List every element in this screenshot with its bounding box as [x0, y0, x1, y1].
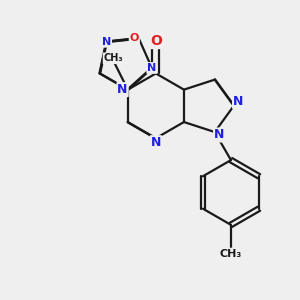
Text: N: N: [102, 37, 111, 47]
Text: CH₃: CH₃: [220, 249, 242, 259]
Text: O: O: [150, 34, 162, 48]
Text: CH₃: CH₃: [103, 53, 123, 63]
Text: N: N: [117, 83, 128, 96]
Text: N: N: [233, 95, 243, 108]
Text: O: O: [130, 33, 139, 43]
Text: N: N: [147, 63, 157, 73]
Text: N: N: [214, 128, 224, 142]
Text: N: N: [151, 136, 161, 149]
